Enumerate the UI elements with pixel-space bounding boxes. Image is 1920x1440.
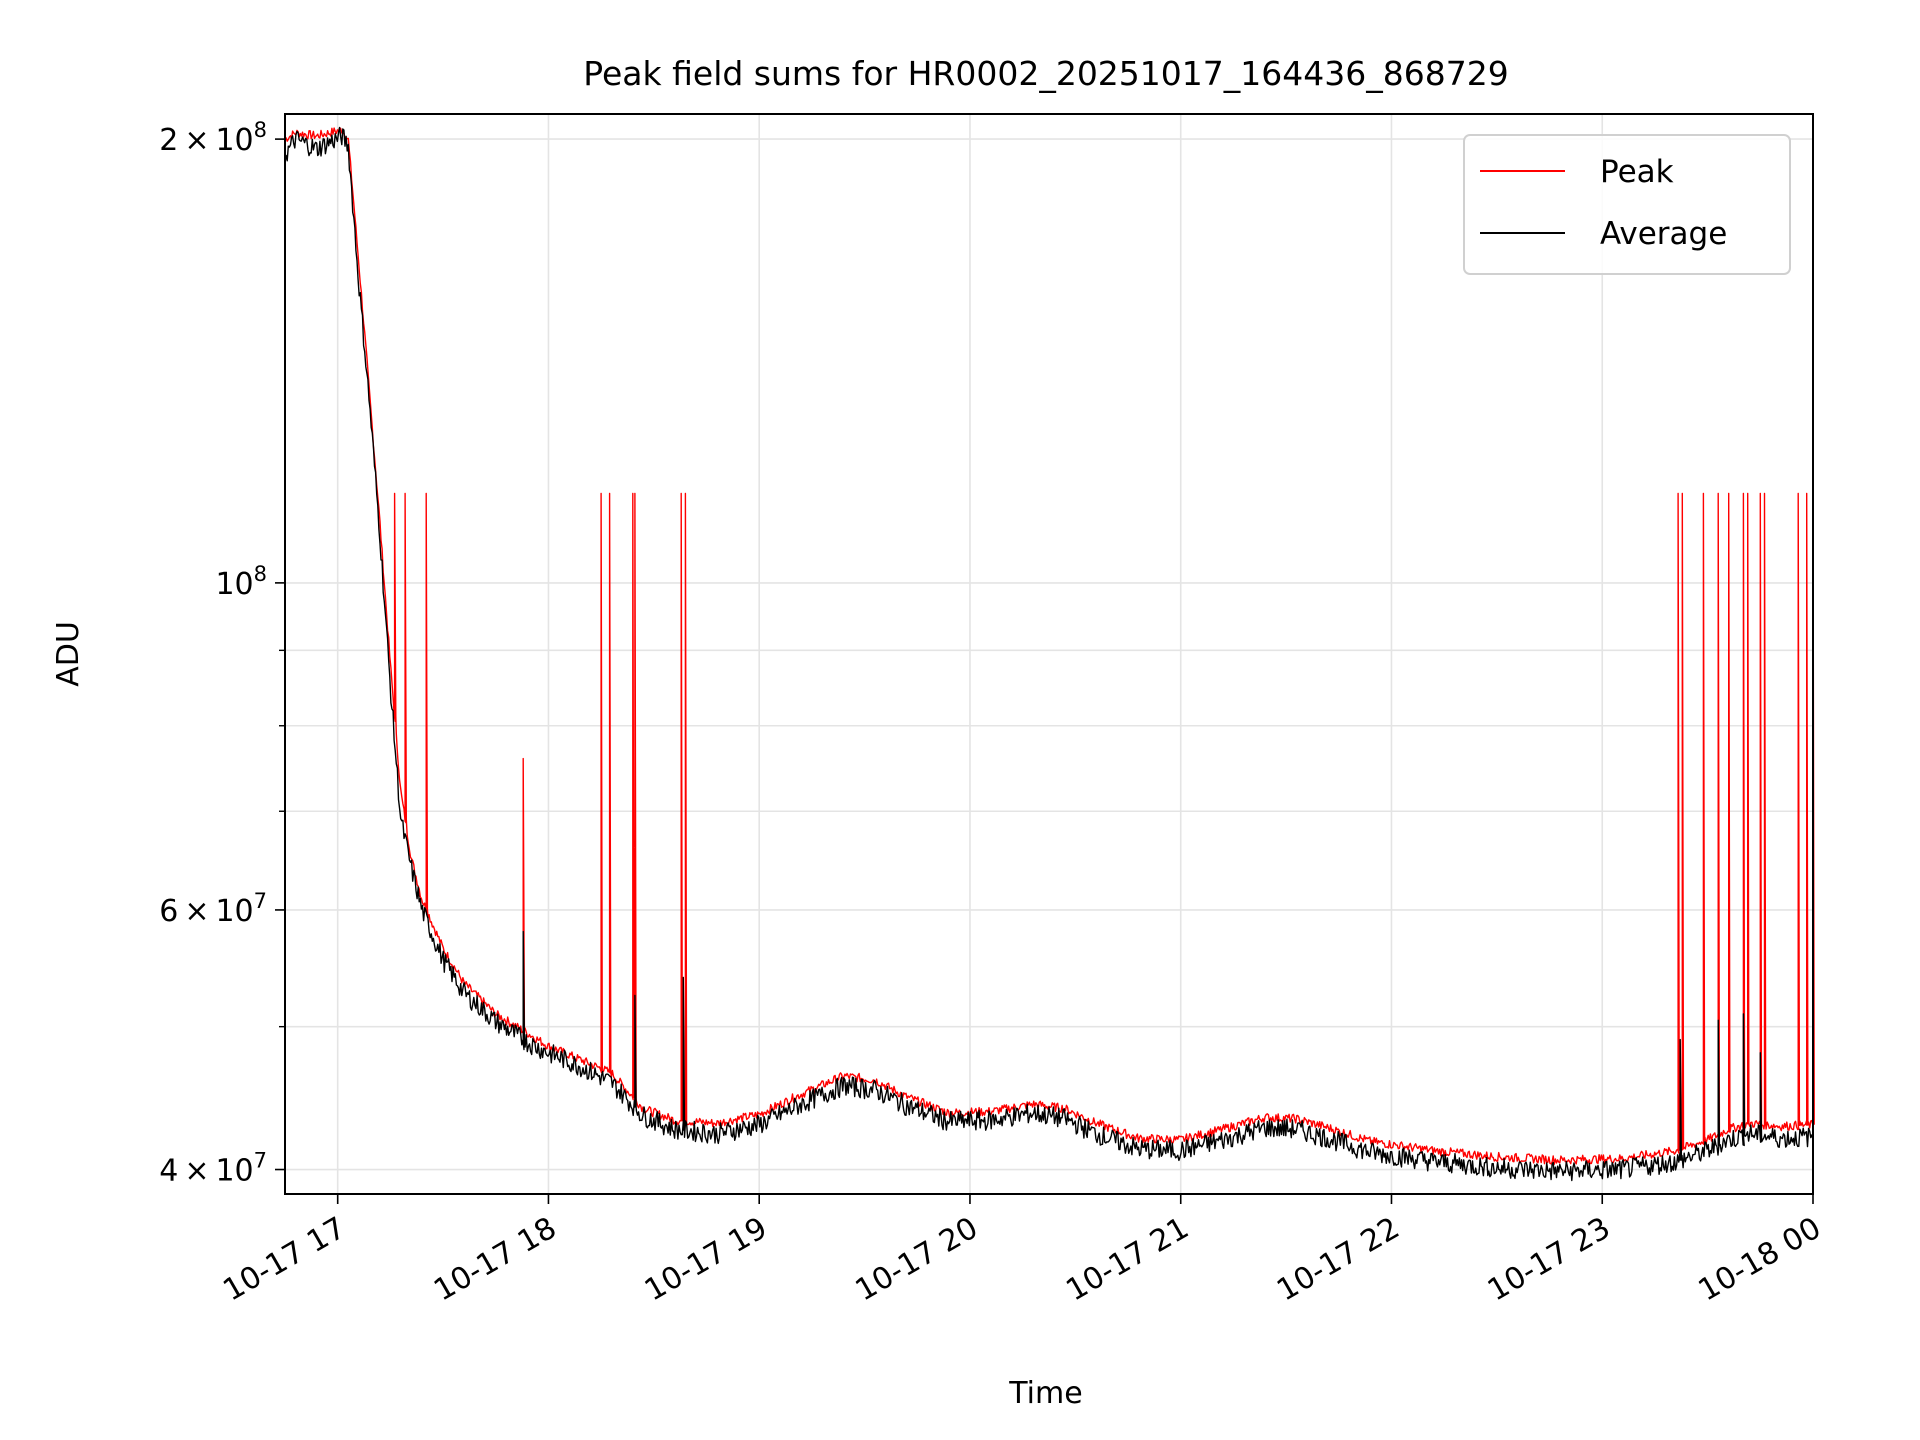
chart-title: Peak field sums for HR0002_20251017_1644…: [583, 54, 1508, 93]
y-tick-label: 4 × 107: [159, 1149, 267, 1189]
x-axis-label: Time: [1008, 1376, 1082, 1411]
legend-label-average: Average: [1600, 216, 1727, 252]
series-line-average: [284, 126, 1814, 1182]
y-axis-label: ADU: [51, 621, 86, 687]
legend-label-peak: Peak: [1600, 154, 1674, 190]
y-axis: 4 × 107 6 × 107 108 2 × 108: [159, 118, 285, 1189]
series-line-peak: [284, 127, 1815, 1165]
y-tick-label: 108: [215, 562, 267, 602]
legend-box: [1463, 134, 1791, 275]
series-layer: [284, 126, 1815, 1182]
plot-frame: [284, 113, 1814, 1195]
y-tick-label: 6 × 107: [159, 889, 267, 929]
legend: Peak Average: [1463, 134, 1791, 275]
y-tick-label: 2 × 108: [159, 118, 267, 158]
